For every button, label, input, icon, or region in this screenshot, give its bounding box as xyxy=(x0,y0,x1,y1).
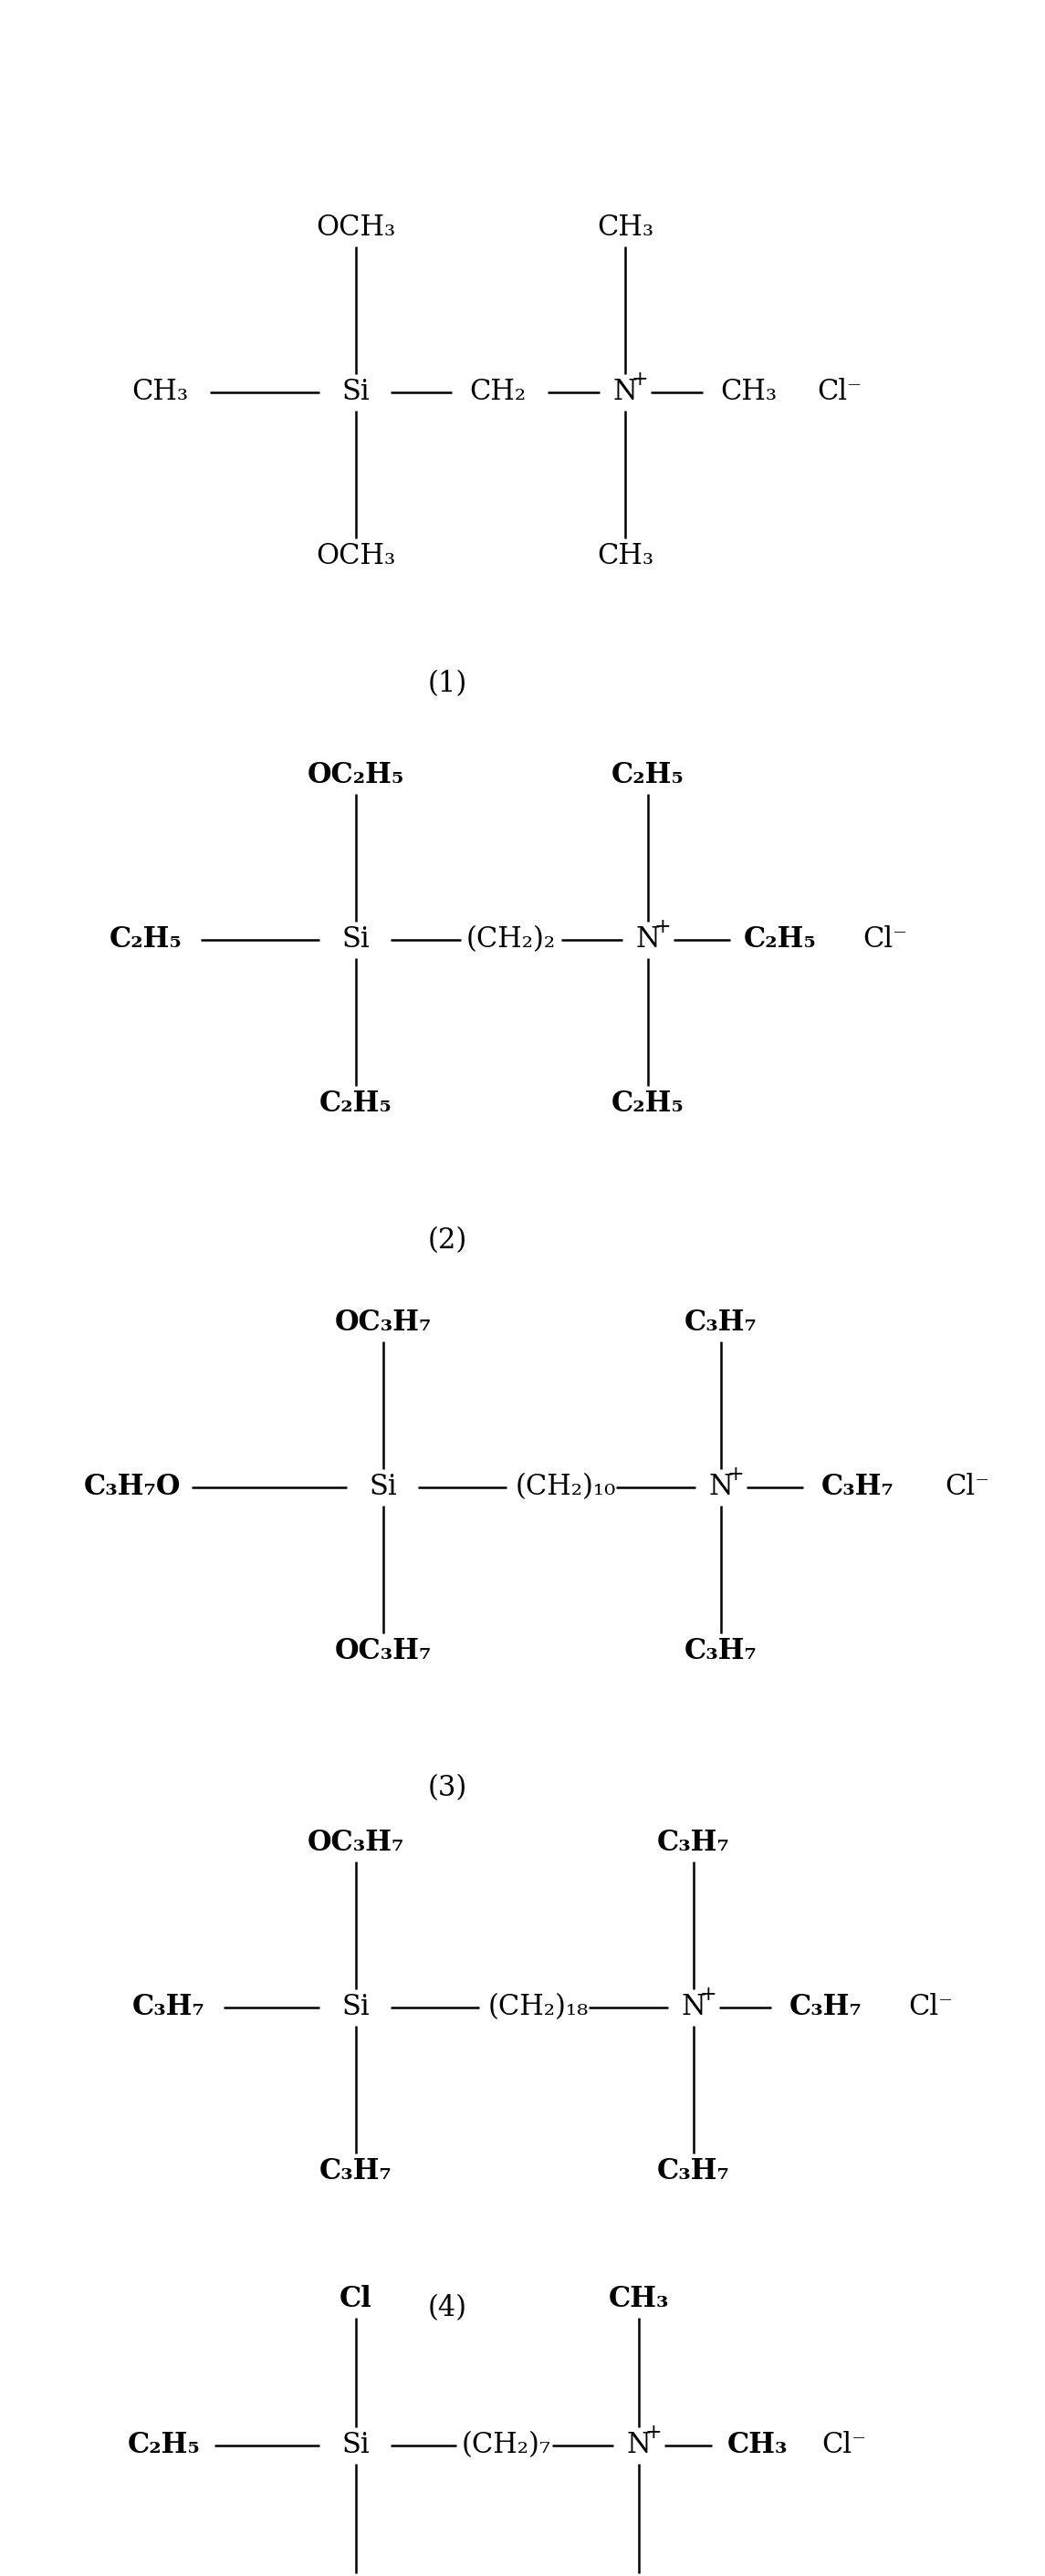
Text: Cl: Cl xyxy=(340,2285,372,2313)
Text: Cl⁻: Cl⁻ xyxy=(863,925,908,953)
Text: OC₃H₇: OC₃H₇ xyxy=(334,1638,432,1667)
Text: CH₃: CH₃ xyxy=(132,379,188,407)
Text: Si: Si xyxy=(369,1473,397,1502)
Text: (4): (4) xyxy=(427,2295,467,2324)
Text: Si: Si xyxy=(342,925,370,953)
Text: +: + xyxy=(727,1466,744,1484)
Text: N: N xyxy=(627,2432,651,2460)
Text: N: N xyxy=(681,1994,705,2022)
Text: CH₃: CH₃ xyxy=(608,2285,669,2313)
Text: CH₂: CH₂ xyxy=(469,379,526,407)
Text: (CH₂)₁₈: (CH₂)₁₈ xyxy=(488,1994,588,2022)
Text: Si: Si xyxy=(342,1994,370,2022)
Text: C₃H₇: C₃H₇ xyxy=(133,1994,205,2022)
Text: CH₃: CH₃ xyxy=(727,2432,788,2460)
Text: OCH₃: OCH₃ xyxy=(317,214,396,242)
Text: C₃H₇: C₃H₇ xyxy=(657,1829,730,1857)
Text: OCH₃: OCH₃ xyxy=(317,544,396,572)
Text: C₂H₅: C₂H₅ xyxy=(320,1090,392,1118)
Text: (CH₂)₁₀: (CH₂)₁₀ xyxy=(515,1473,617,1502)
Text: CH₃: CH₃ xyxy=(597,544,653,572)
Text: OC₃H₇: OC₃H₇ xyxy=(307,1829,404,1857)
Text: Cl⁻: Cl⁻ xyxy=(817,379,862,407)
Text: (1): (1) xyxy=(427,670,467,698)
Text: +: + xyxy=(700,1984,717,2004)
Text: Cl⁻: Cl⁻ xyxy=(945,1473,990,1502)
Text: (3): (3) xyxy=(427,1775,467,1803)
Text: C₃H₇: C₃H₇ xyxy=(821,1473,895,1502)
Text: +: + xyxy=(645,2421,661,2442)
Text: N: N xyxy=(709,1473,734,1502)
Text: N: N xyxy=(635,925,660,953)
Text: C₃H₇: C₃H₇ xyxy=(684,1638,758,1667)
Text: C₃H₇: C₃H₇ xyxy=(684,1309,758,1337)
Text: +: + xyxy=(631,368,648,389)
Text: C₂H₅: C₂H₅ xyxy=(744,925,817,953)
Text: (CH₂)₇: (CH₂)₇ xyxy=(462,2432,552,2460)
Text: (CH₂)₂: (CH₂)₂ xyxy=(466,925,556,953)
Text: (2): (2) xyxy=(427,1226,467,1255)
Text: C₂H₅: C₂H₅ xyxy=(611,762,684,791)
Text: CH₃: CH₃ xyxy=(597,214,653,242)
Text: OC₃H₇: OC₃H₇ xyxy=(334,1309,432,1337)
Text: C₂H₅: C₂H₅ xyxy=(127,2432,201,2460)
Text: Si: Si xyxy=(342,2432,370,2460)
Text: OC₂H₅: OC₂H₅ xyxy=(307,762,404,791)
Text: N: N xyxy=(613,379,637,407)
Text: C₃H₇: C₃H₇ xyxy=(320,2159,392,2187)
Text: C₂H₅: C₂H₅ xyxy=(110,925,183,953)
Text: Cl⁻: Cl⁻ xyxy=(908,1994,953,2022)
Text: C₃H₇: C₃H₇ xyxy=(657,2159,730,2187)
Text: CH₃: CH₃ xyxy=(720,379,776,407)
Text: Si: Si xyxy=(342,379,370,407)
Text: +: + xyxy=(654,917,671,938)
Text: Cl⁻: Cl⁻ xyxy=(821,2432,866,2460)
Text: C₂H₅: C₂H₅ xyxy=(611,1090,684,1118)
Text: C₃H₇: C₃H₇ xyxy=(790,1994,862,2022)
Text: C₃H₇O: C₃H₇O xyxy=(84,1473,181,1502)
